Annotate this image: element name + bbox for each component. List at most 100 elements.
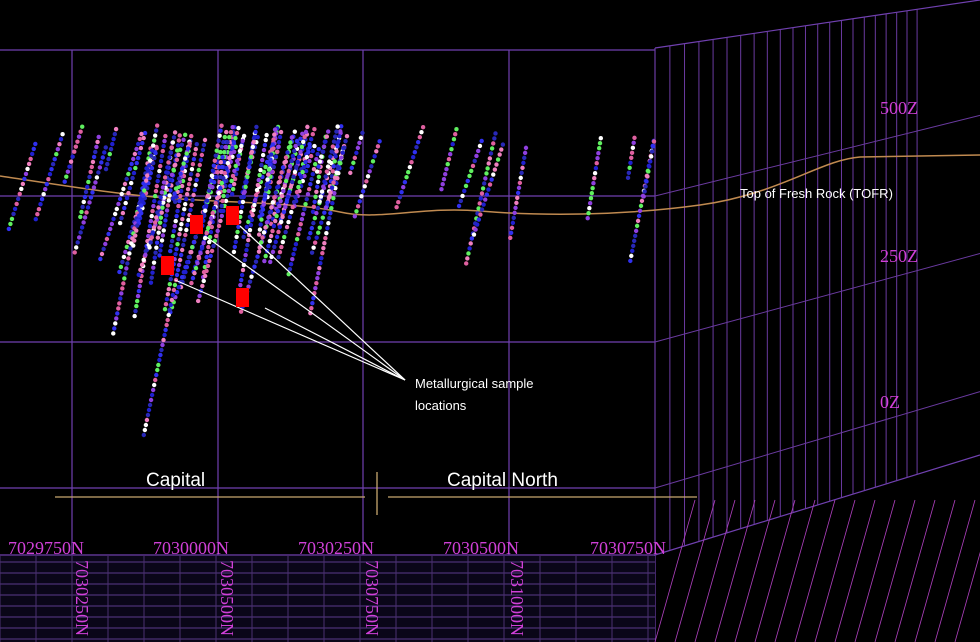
sample-dot [144,417,150,423]
sample-dot [147,163,152,168]
floor-label: 7030750N [362,560,382,636]
sample-dot [357,140,362,146]
sample-dot [191,192,196,198]
sample-dot [292,129,298,134]
sample-dot [91,185,97,190]
sample-dot [250,144,256,150]
sample-dot [123,200,128,206]
sample-dot [208,253,213,259]
sample-dot [167,155,172,160]
sample-dot [314,189,319,194]
sample-dot [159,243,164,248]
sample-dot [508,230,514,236]
sample-dot [242,189,247,195]
sample-dot [205,249,210,255]
floor-line [914,499,956,642]
sample-dot [512,210,517,216]
sample-dot [265,177,270,182]
sample-dot [78,129,83,134]
sample-dot [236,125,241,131]
sample-dot [482,181,487,186]
sample-dot [317,159,323,164]
sample-dot [636,213,642,219]
sample-dot [522,155,527,161]
sample-dot [521,160,526,166]
sample-dot [357,199,362,204]
sample-dot [463,183,469,189]
sample-dot [193,182,198,188]
sample-dot [179,247,185,253]
sample-dot [355,145,361,151]
sample-dot [102,150,107,155]
sample-dot [329,185,335,190]
sample-dot [221,139,226,145]
sample-dot [25,166,30,172]
sample-dot [181,242,186,248]
sample-dot [78,214,83,220]
sample-dot [596,146,602,151]
sample-dot [628,258,633,264]
sample-dot [253,197,258,203]
sample-dot [289,135,295,140]
sample-dot [134,228,139,233]
sample-dot [210,210,215,216]
sample-dot [330,200,335,206]
sample-dot [487,156,493,161]
sample-dot [166,198,171,203]
sample-dot [335,124,340,129]
sample-dot [239,204,245,210]
sample-dot [417,134,423,140]
sample-dot [230,145,235,151]
sample-dot [312,161,318,167]
sample-dot [587,201,593,206]
sample-dot [119,291,124,296]
sample-dot [153,188,159,194]
sample-dot [31,146,36,152]
floor-label: 7030500N [217,560,237,636]
sample-dot [632,135,637,141]
sample-dot [157,253,162,258]
sample-dot [135,155,141,161]
sample-dot [167,281,173,287]
sample-dot [204,198,210,203]
sample-dot [399,189,404,195]
sample-dot [266,172,271,177]
sample-dot [260,207,266,212]
face-line [654,253,980,343]
sample-dot [323,235,328,241]
sample-dot [117,196,123,202]
sample-dot [269,152,274,157]
sample-dot [284,199,289,205]
sample-dot [590,186,595,191]
sample-dot [162,138,167,144]
sample-dot [155,178,160,184]
sample-dot [493,131,498,136]
sample-dot [138,267,143,273]
sample-dot [150,160,156,166]
sample-dot [229,191,235,197]
floor-line [934,499,976,642]
sample-dot [262,142,268,148]
sample-dot [407,164,413,170]
sample-dot [88,169,93,175]
sample-dot [479,207,485,212]
sample-dot [285,194,291,200]
sample-dot [467,173,472,179]
sample-dot [298,136,303,141]
sample-dot [185,146,191,151]
sample-dot [122,276,127,281]
sample-dot [630,145,636,151]
sample-dot [119,215,124,221]
sample-dot [310,171,315,177]
sample-dot [238,214,243,220]
sample-dot [128,246,133,251]
sample-dot [216,165,222,170]
sample-dot [310,132,316,137]
sample-dot [281,209,287,215]
sample-dot [236,153,241,159]
sample-dot [315,179,321,184]
sample-dot [197,162,203,168]
sample-dot [80,204,85,210]
sample-dot [266,167,272,172]
sample-dot [225,160,231,166]
